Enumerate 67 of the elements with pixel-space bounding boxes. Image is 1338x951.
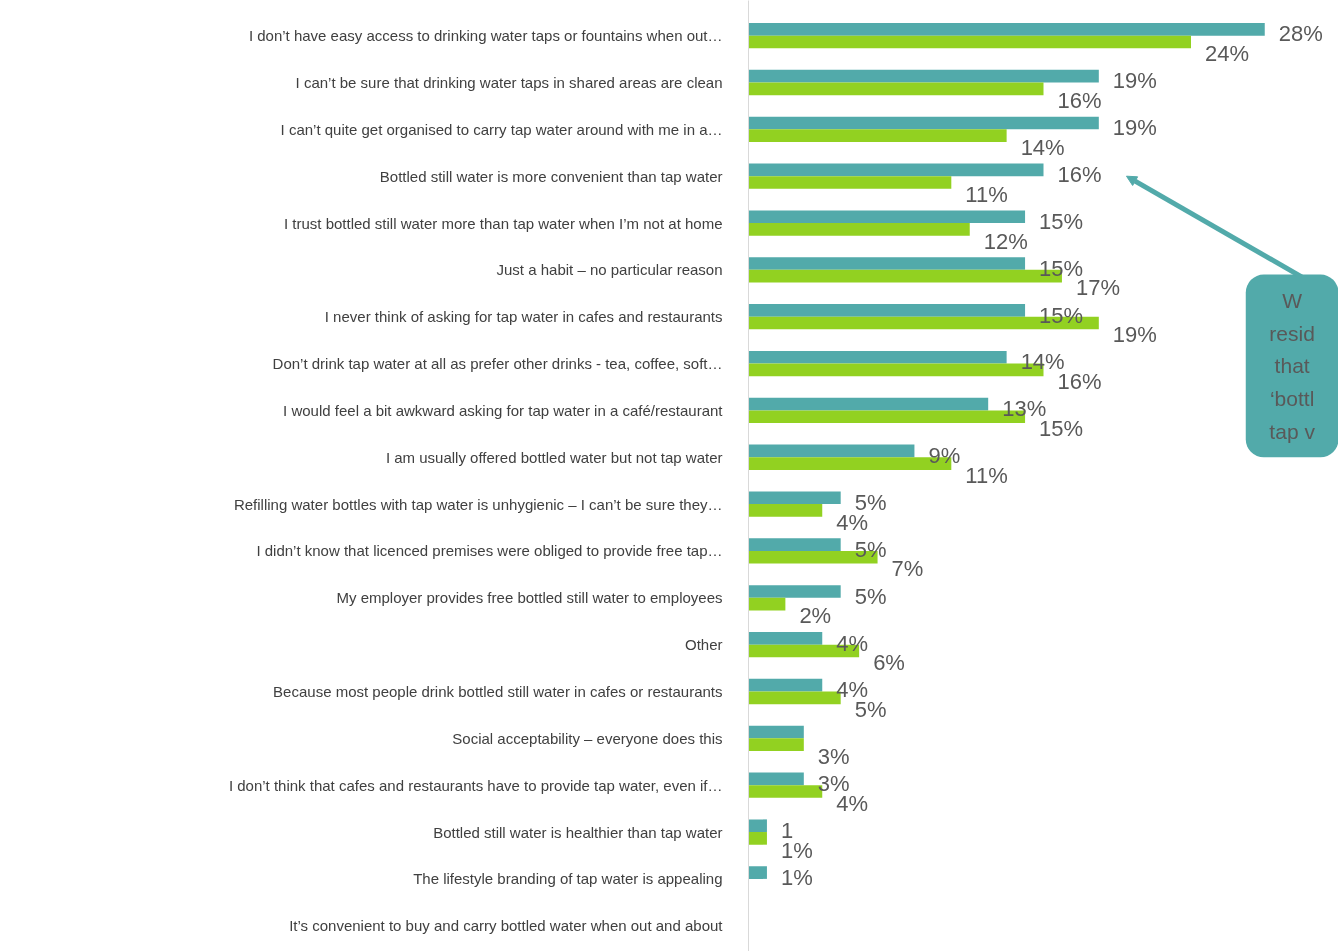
y-tick-label: The lifestyle branding of tap water is appealing <box>413 870 723 888</box>
bar <box>748 116 1099 130</box>
data-label: 14% <box>1020 134 1065 160</box>
bar <box>748 678 823 692</box>
bar <box>748 397 989 411</box>
y-tick-label: I don’t have easy access to drinking water taps or fountains when out… <box>248 27 723 45</box>
annotation: W resid that ‘bottl tap v <box>1269 288 1316 443</box>
y-tick-label: I didn’t know that licenced premises were obliged to provide free tap… <box>256 542 723 560</box>
y-tick-label: Just a habit – no particular reason <box>496 261 723 279</box>
data-label: 1% <box>780 864 813 890</box>
y-tick-label: It’s convenient to buy and carry bottled water when out and about <box>289 917 724 935</box>
y-tick-label: I can’t be sure that drinking water taps in shared areas are clean <box>295 73 723 91</box>
bar <box>748 223 970 236</box>
y-tick-label: Don’t drink tap water at all as prefer other drinks - tea, coffee, soft… <box>272 355 723 373</box>
bar <box>748 819 767 833</box>
bar <box>748 632 823 645</box>
data-label: 7% <box>891 556 924 582</box>
bar <box>748 597 786 611</box>
bar <box>748 257 1026 270</box>
data-label: 24% <box>1205 41 1250 67</box>
data-label: 28% <box>1278 21 1323 47</box>
y-tick-label: I never think of asking for tap water in cafes and restaurants <box>324 308 723 326</box>
y-tick-label: I don’t think that cafes and restaurants have to provide tap water, even if… <box>228 776 723 794</box>
y-tick-label: Other <box>684 636 723 654</box>
bar <box>748 504 823 517</box>
bar <box>748 585 841 598</box>
bar <box>748 350 1007 364</box>
y-tick-label: Bottled still water is more convenient than tap water <box>379 167 723 185</box>
bar <box>748 163 1044 177</box>
y-tick-label: I can’t quite get organised to carry tap water around with me in a… <box>280 120 723 138</box>
data-label: 12% <box>983 228 1028 254</box>
data-label: 11% <box>965 181 1008 207</box>
y-tick-label: Bottled still water is healthier than tap water <box>433 823 723 841</box>
data-label: 19% <box>1112 68 1157 94</box>
bar <box>748 22 1265 36</box>
bar <box>748 772 804 786</box>
data-label: 16% <box>1057 88 1102 114</box>
bar <box>748 444 915 458</box>
bar <box>748 35 1191 49</box>
bar <box>748 176 952 189</box>
bar <box>748 866 767 879</box>
data-label: 5% <box>854 583 887 609</box>
y-tick-label: I would feel a bit awkward asking for tap water in a café/restaurant <box>283 401 724 419</box>
bar <box>748 304 1026 317</box>
bar <box>748 129 1007 142</box>
data-label: 19% <box>1112 115 1157 141</box>
data-label: 19% <box>1112 322 1157 348</box>
y-tick-label: I am usually offered bottled water but not tap water <box>385 448 723 466</box>
data-label: 16% <box>1057 162 1102 188</box>
y-tick-label: Because most people drink bottled still water in cafes or restaurants <box>273 683 723 700</box>
y-tick-label: Social acceptability – everyone does this <box>452 729 723 747</box>
bar <box>748 82 1044 96</box>
data-label: 15% <box>1039 208 1084 234</box>
bar <box>748 538 841 551</box>
data-label: 2% <box>799 603 832 629</box>
data-label: 6% <box>873 650 905 676</box>
bar <box>748 69 1099 83</box>
data-label: 3% <box>817 743 850 769</box>
data-label: 11% <box>965 462 1008 488</box>
bar <box>748 832 767 845</box>
bar <box>748 725 804 739</box>
bar <box>748 738 804 751</box>
y-tick-label: Refilling water bottles with tap water is unhygienic – I can’t be sure they… <box>233 495 723 513</box>
y-tick-label: My employer provides free bottled still water to employees <box>336 589 723 607</box>
bar <box>748 491 841 505</box>
y-tick-label: I trust bottled still water more than tap water when I’m not at home <box>283 214 723 232</box>
bar <box>748 210 1026 224</box>
